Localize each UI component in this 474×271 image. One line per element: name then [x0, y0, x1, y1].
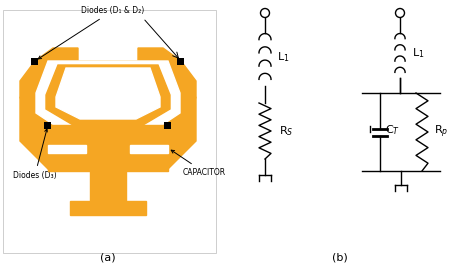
Text: Diodes (D₁ & D₂): Diodes (D₁ & D₂) — [38, 6, 145, 59]
Polygon shape — [130, 145, 168, 153]
Bar — [90, 171, 126, 201]
Polygon shape — [36, 61, 180, 133]
Polygon shape — [174, 61, 196, 98]
Bar — [70, 201, 146, 215]
Polygon shape — [20, 61, 42, 98]
Polygon shape — [56, 68, 160, 119]
Text: R$_p$: R$_p$ — [434, 124, 448, 140]
Text: L$_1$: L$_1$ — [277, 51, 290, 64]
Text: (a): (a) — [100, 252, 116, 262]
Text: L$_1$: L$_1$ — [412, 47, 425, 60]
Text: C$_T$: C$_T$ — [385, 123, 400, 137]
Bar — [45, 121, 52, 128]
Bar — [31, 57, 38, 64]
Text: R$_S$: R$_S$ — [279, 124, 293, 138]
Polygon shape — [20, 61, 196, 171]
Text: CAPACITOR: CAPACITOR — [171, 150, 226, 177]
Polygon shape — [48, 145, 86, 153]
Bar — [3, 10, 216, 253]
Bar — [164, 121, 172, 128]
Polygon shape — [46, 65, 170, 125]
Polygon shape — [48, 125, 168, 171]
Polygon shape — [35, 48, 78, 61]
Text: Diodes (D₃): Diodes (D₃) — [13, 129, 56, 180]
Polygon shape — [138, 48, 181, 61]
Text: (b): (b) — [332, 252, 348, 262]
Bar — [177, 57, 184, 64]
